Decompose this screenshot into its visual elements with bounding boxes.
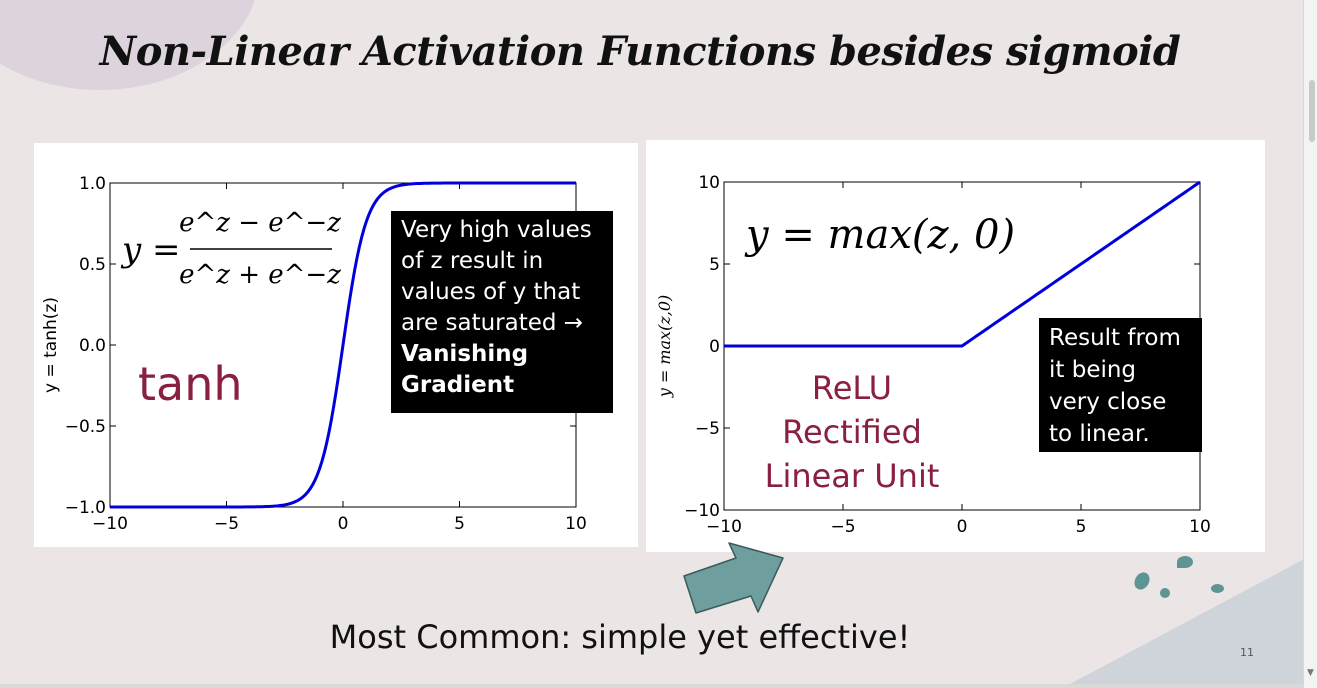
- relu-name-line1: ReLU: [811, 369, 893, 407]
- tanh-callout-bold: Vanishing Gradient: [401, 341, 529, 398]
- arrow-shape: [683, 542, 784, 614]
- scroll-down-icon[interactable]: ▼: [1307, 668, 1314, 678]
- tanh-xtick-label: 0: [338, 514, 349, 534]
- decorative-dot: [1160, 588, 1170, 598]
- relu-callout: Result from it being very close to linea…: [1039, 318, 1202, 452]
- relu-name: ReLU Rectified Linear Unit: [742, 366, 962, 498]
- vertical-scrollbar[interactable]: ▼: [1303, 0, 1317, 688]
- relu-xtick-label: −5: [830, 517, 855, 537]
- relu-ytick-label: 5: [709, 255, 720, 275]
- tanh-ytick-label: 0.0: [79, 336, 106, 356]
- decorative-triangle: [1040, 540, 1303, 688]
- slide-title: Non-Linear Activation Functions besides …: [99, 28, 1181, 75]
- relu-name-line2: Rectified: [782, 413, 922, 451]
- tanh-callout-text: Very high values of z result in values o…: [401, 217, 592, 336]
- tanh-formula-denominator: e^z + e^−z: [179, 260, 341, 290]
- relu-xtick-label: −10: [706, 517, 742, 537]
- bottom-bar: [0, 684, 1303, 688]
- relu-ytick-label: 0: [709, 337, 720, 357]
- tanh-chart: y = tanh(z) y = e^z − e^−z e^z + e^−z −1…: [41, 174, 587, 534]
- tanh-ytick-label: −1.0: [65, 498, 106, 518]
- tanh-ytick-label: 0.5: [79, 255, 106, 275]
- tanh-formula-numerator: e^z − e^−z: [179, 208, 341, 238]
- relu-callout-text: Result from it being very close to linea…: [1049, 325, 1181, 447]
- scrollbar-thumb[interactable]: [1309, 80, 1315, 142]
- tanh-xtick-label: 10: [565, 514, 587, 534]
- tanh-formula-lhs: y =: [120, 230, 181, 270]
- decorative-dot: [1177, 556, 1193, 568]
- tanh-chart-panel: y = tanh(z) y = e^z − e^−z e^z + e^−z −1…: [34, 143, 638, 547]
- decorative-dot: [1131, 569, 1153, 593]
- tanh-xtick-label: −5: [214, 514, 239, 534]
- relu-xtick-label: 5: [1076, 517, 1087, 537]
- relu-ytick-label: 10: [698, 173, 720, 193]
- relu-series-line: [724, 180, 1201, 348]
- relu-xtick-label: 10: [1189, 517, 1211, 537]
- decorative-dot: [1211, 584, 1224, 593]
- relu-chart-panel: y = max(z,0) y = max(z, 0) −10 −5 0 5 10 10 5 0…: [646, 140, 1265, 552]
- relu-ytick-label: −5: [695, 419, 720, 439]
- relu-ylabel: y = max(z,0): [655, 295, 674, 399]
- relu-ytick-label: −10: [684, 501, 720, 521]
- page-number: 11: [1240, 646, 1254, 659]
- bottom-caption: Most Common: simple yet effective!: [329, 618, 911, 656]
- tanh-ytick-label: −0.5: [65, 417, 106, 437]
- relu-formula: y = max(z, 0): [744, 212, 1015, 258]
- relu-name-line3: Linear Unit: [764, 457, 940, 495]
- tanh-ylabel: y = tanh(z): [41, 297, 61, 393]
- tanh-series-line: [110, 181, 576, 509]
- relu-chart: y = max(z,0) y = max(z, 0) −10 −5 0 5 10 10 5 0…: [655, 173, 1211, 537]
- teal-arrow: [683, 542, 784, 614]
- tanh-xtick-label: 5: [454, 514, 465, 534]
- tanh-xtick-label: −10: [92, 514, 128, 534]
- relu-xtick-label: 0: [957, 517, 968, 537]
- tanh-ytick-label: 1.0: [79, 174, 106, 194]
- tanh-callout: Very high values of z result in values o…: [391, 211, 613, 413]
- tanh-name: tanh: [138, 357, 243, 411]
